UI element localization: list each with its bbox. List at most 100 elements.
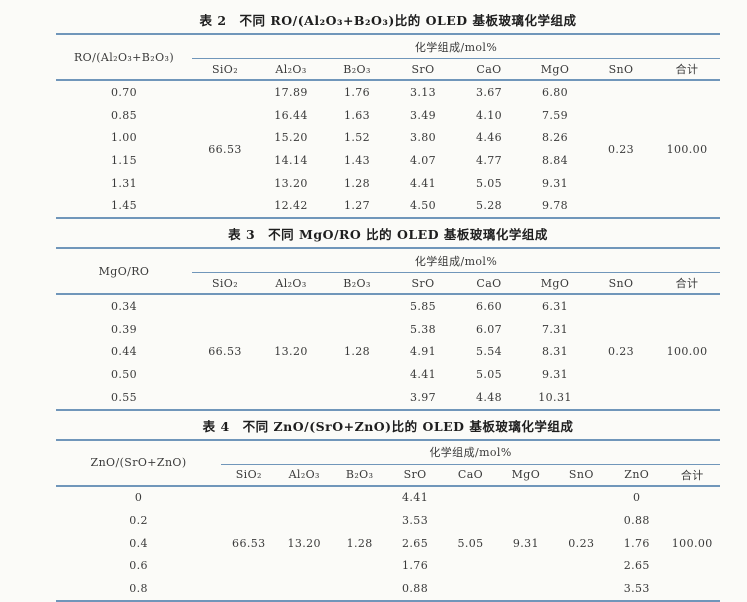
table-row: 1.45 12.42 1.27 4.50 5.28 9.78 xyxy=(56,194,720,218)
table-row: 0.2 3.53 0.88 xyxy=(56,509,720,532)
merged-total-cell: 100.00 xyxy=(666,142,708,156)
row-label: 1.45 xyxy=(110,199,138,213)
table-row: 0.4 2.65 1.76 xyxy=(56,532,720,555)
value-cell: 5.38 xyxy=(409,322,437,336)
table-row: 0.44 4.91 5.54 8.31 xyxy=(56,341,720,364)
row-label: 0 xyxy=(134,491,143,505)
table-row: 0.6 1.76 2.65 xyxy=(56,555,720,578)
table-3: MgO/RO 化学组成/mol% SiO₂ Al₂O₃ B₂O₃ SrO CaO… xyxy=(56,247,721,411)
value-cell: 9.78 xyxy=(541,199,569,213)
value-cell: 14.14 xyxy=(274,153,308,167)
value-cell: 4.41 xyxy=(402,491,429,505)
table-row: 1.00 15.20 1.52 3.80 4.46 8.26 xyxy=(56,126,720,149)
row-label: 0.8 xyxy=(129,582,148,596)
merged-mgo-cell: 9.31 xyxy=(512,536,539,550)
value-cell: 7.59 xyxy=(541,108,569,122)
row-label: 0.70 xyxy=(110,85,138,99)
t3-col-sio2: SiO₂ xyxy=(192,272,258,296)
value-cell: 6.07 xyxy=(475,322,503,336)
table-row: 0.50 4.41 5.05 9.31 xyxy=(56,363,720,386)
merged-al2o3-cell: 13.20 xyxy=(287,536,321,550)
t4-col-sio2: SiO₂ xyxy=(221,464,277,487)
value-cell: 8.84 xyxy=(541,153,569,167)
value-cell: 6.80 xyxy=(541,85,569,99)
row-label: 0.4 xyxy=(129,536,148,550)
table-row: 0.70 66.53 17.89 1.76 3.13 3.67 6.80 0.2… xyxy=(56,80,720,156)
value-cell: 7.31 xyxy=(541,322,569,336)
merged-sno-cell: 0.23 xyxy=(607,345,635,359)
table-row: 1.31 13.20 1.28 4.41 5.05 9.31 xyxy=(56,172,720,195)
t4-col-al2o3: Al₂O₃ xyxy=(276,464,332,487)
value-cell: 5.05 xyxy=(475,368,503,382)
row-label: 0.39 xyxy=(110,322,138,336)
value-cell: 12.42 xyxy=(274,199,308,213)
value-cell: 3.53 xyxy=(402,514,429,528)
value-cell: 13.20 xyxy=(274,176,308,190)
value-cell: 6.60 xyxy=(475,299,503,313)
t4-col-sro: SrO xyxy=(387,464,443,487)
t4-composition-header: 化学组成/mol% xyxy=(221,439,720,465)
table-3-block: 表 3 不同 MgO/RO 比的 OLED 基板玻璃化学组成 MgO/RO 化学… xyxy=(56,219,721,411)
value-cell: 4.77 xyxy=(475,153,503,167)
row-label: 0.50 xyxy=(110,368,138,382)
value-cell: 1.76 xyxy=(402,559,429,573)
t3-col-b2o3: B₂O₃ xyxy=(324,272,390,296)
merged-b2o3-cell: 1.28 xyxy=(343,345,371,359)
value-cell: 3.80 xyxy=(409,131,437,145)
merged-total-cell: 100.00 xyxy=(671,536,713,550)
t3-col-cao: CaO xyxy=(456,272,522,296)
value-cell: 4.10 xyxy=(475,108,503,122)
t2-composition-header: 化学组成/mol% xyxy=(192,34,721,59)
t4-col-zno: ZnO xyxy=(609,464,665,487)
merged-total-cell: 100.00 xyxy=(666,345,708,359)
value-cell: 3.53 xyxy=(623,582,650,596)
value-cell: 1.43 xyxy=(343,153,371,167)
value-cell: 8.31 xyxy=(541,345,569,359)
value-cell: 5.85 xyxy=(409,299,437,313)
value-cell: 4.46 xyxy=(475,131,503,145)
value-cell: 0.88 xyxy=(623,514,650,528)
table-2-title: 表 2 不同 RO/(Al₂O₃+B₂O₃)比的 OLED 基板玻璃化学组成 xyxy=(199,13,577,28)
value-cell: 15.20 xyxy=(274,131,308,145)
table-row: 0.55 3.97 4.48 10.31 xyxy=(56,386,720,410)
merged-sno-cell: 0.23 xyxy=(568,536,595,550)
value-cell: 4.41 xyxy=(409,368,437,382)
t2-col-sno: SnO xyxy=(588,58,654,81)
value-cell: 5.05 xyxy=(475,176,503,190)
value-cell: 6.31 xyxy=(541,299,569,313)
t3-col-sno: SnO xyxy=(588,272,654,296)
value-cell: 1.52 xyxy=(343,131,371,145)
t2-col-al2o3: Al₂O₃ xyxy=(258,58,324,81)
t2-ratio-header: RO/(Al₂O₃+B₂O₃) xyxy=(56,34,192,81)
merged-sio2-cell: 66.53 xyxy=(208,345,242,359)
t3-composition-header: 化学组成/mol% xyxy=(192,248,721,274)
table-row: 0 66.53 13.20 1.28 4.41 5.05 9.31 0.23 0… xyxy=(56,486,720,549)
t4-col-cao: CaO xyxy=(442,464,499,487)
row-label: 1.00 xyxy=(110,131,138,145)
t2-col-total: 合计 xyxy=(654,58,721,81)
value-cell: 4.91 xyxy=(409,345,437,359)
table-row: 0.85 16.44 1.63 3.49 4.10 7.59 xyxy=(56,104,720,127)
value-cell: 2.65 xyxy=(623,559,650,573)
value-cell: 3.67 xyxy=(475,85,503,99)
merged-cao-cell: 5.05 xyxy=(457,536,484,550)
t3-col-sro: SrO xyxy=(390,272,456,296)
t3-col-mgo: MgO xyxy=(522,272,588,296)
merged-sno-cell: 0.23 xyxy=(607,142,635,156)
t4-col-mgo: MgO xyxy=(498,464,554,487)
table-4-title: 表 4 不同 ZnO/(SrO+ZnO)比的 OLED 基板玻璃化学组成 xyxy=(202,418,574,434)
t2-col-sio2: SiO₂ xyxy=(192,58,258,81)
value-cell: 4.48 xyxy=(475,390,503,404)
t4-col-b2o3: B₂O₃ xyxy=(331,464,388,487)
t3-col-total: 合计 xyxy=(654,272,721,296)
table-row: 0.8 0.88 3.53 xyxy=(56,577,720,601)
row-label: 0.85 xyxy=(110,108,138,122)
t2-col-sro: SrO xyxy=(390,58,456,81)
value-cell: 3.97 xyxy=(409,390,437,404)
row-label: 0.6 xyxy=(129,559,148,573)
t4-col-total: 合计 xyxy=(664,464,720,487)
row-label: 0.34 xyxy=(110,299,138,313)
value-cell: 1.76 xyxy=(623,536,650,550)
value-cell: 1.76 xyxy=(343,85,371,99)
merged-b2o3-cell: 1.28 xyxy=(346,536,373,550)
